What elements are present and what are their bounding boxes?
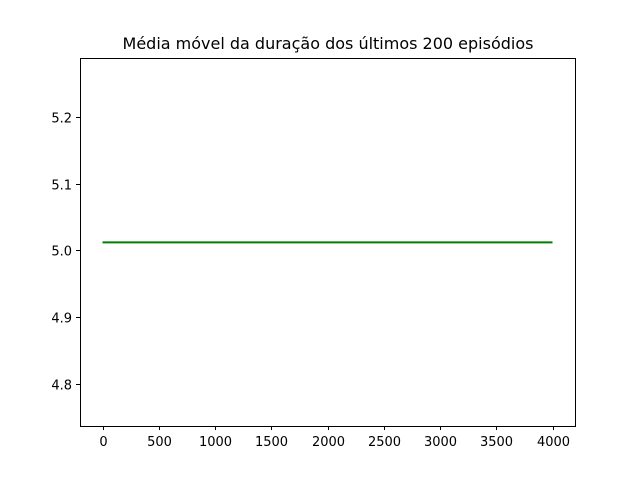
chart-title: Média móvel da duração dos últimos 200 e… bbox=[123, 34, 534, 53]
x-tick-label: 0 bbox=[99, 435, 107, 450]
x-tick-label: 1000 bbox=[199, 435, 232, 450]
y-tick-label: 5.2 bbox=[51, 112, 72, 127]
x-tick-label: 1500 bbox=[255, 435, 288, 450]
x-tick-label: 500 bbox=[147, 435, 172, 450]
x-tick-label: 2500 bbox=[368, 435, 401, 450]
y-tick-label: 4.8 bbox=[51, 379, 72, 394]
x-axis: 0 500 1000 1500 2000 2500 3000 3500 4000 bbox=[99, 426, 570, 450]
x-tick-label: 3000 bbox=[424, 435, 457, 450]
y-tick-label: 4.9 bbox=[51, 312, 72, 327]
x-tick-label: 3500 bbox=[480, 435, 513, 450]
y-axis: 4.8 4.9 5.0 5.1 5.2 bbox=[51, 112, 80, 394]
x-tick-label: 2000 bbox=[312, 435, 345, 450]
axes-frame bbox=[80, 58, 576, 427]
y-tick-label: 5.0 bbox=[51, 245, 72, 260]
y-tick-label: 5.1 bbox=[51, 179, 72, 194]
x-tick-label: 4000 bbox=[537, 435, 570, 450]
